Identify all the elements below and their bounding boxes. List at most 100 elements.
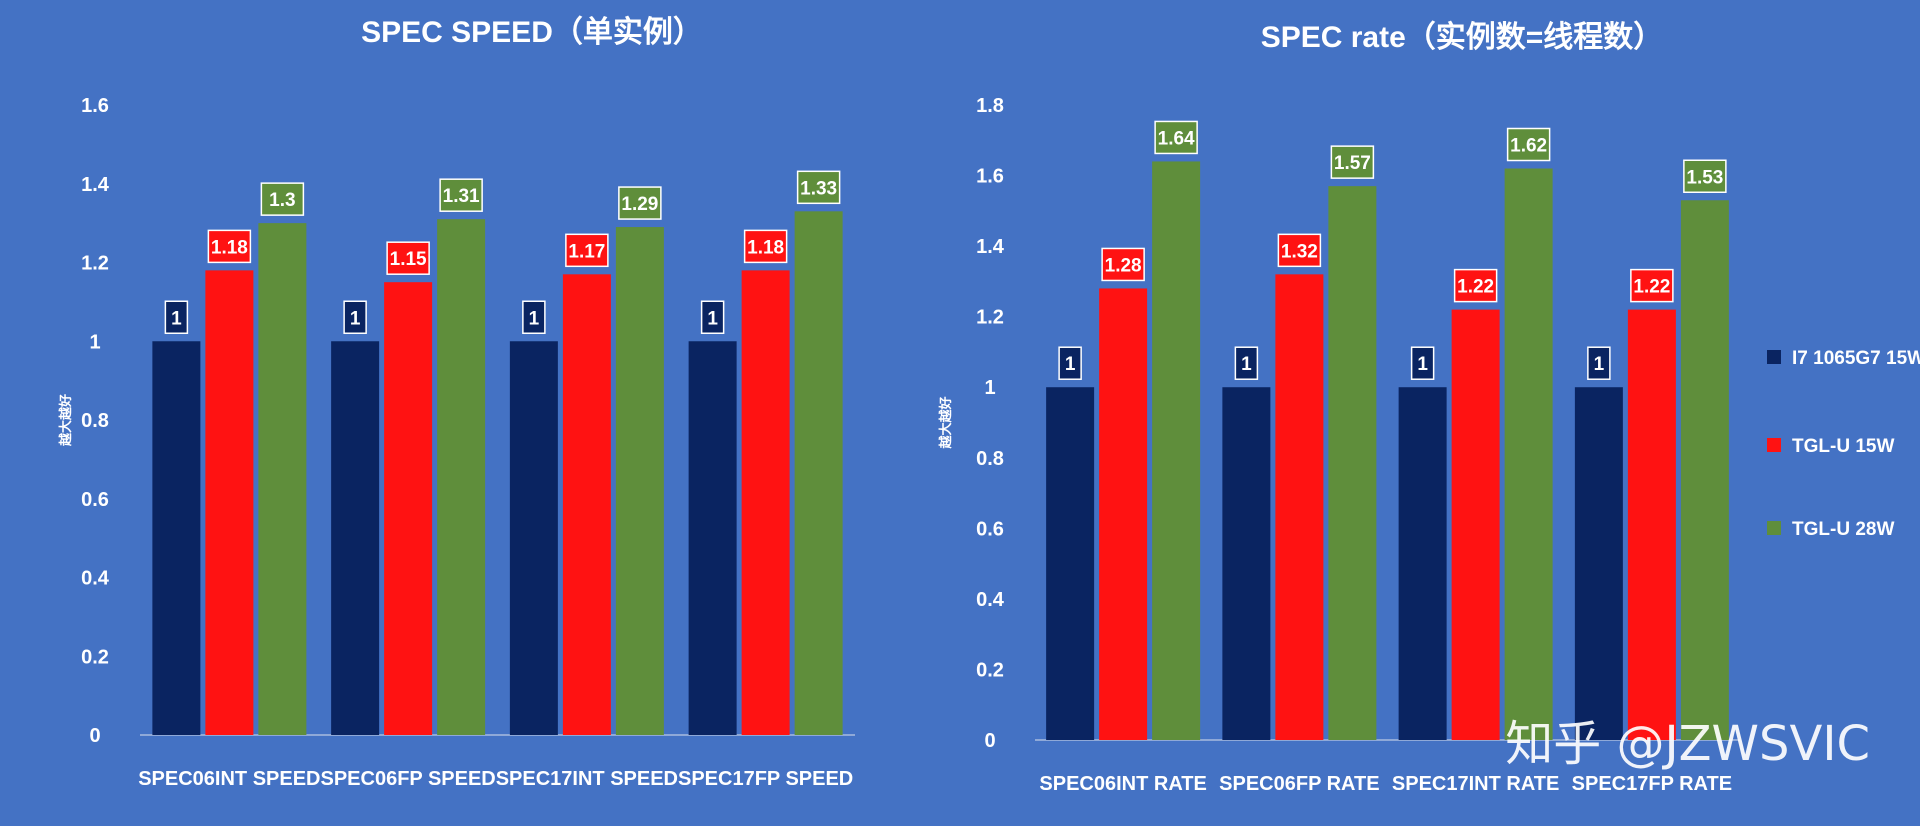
data-label: 1.18 bbox=[211, 237, 248, 258]
data-label-box bbox=[343, 300, 367, 334]
spec-speed-chart: SPEC SPEED（单实例） 越大越好 0 0.2 0.4 0.6 0.8 1 1.2 1.4 1… bbox=[58, 15, 855, 790]
x-category-label: SPEC17INT RATE bbox=[1392, 773, 1559, 795]
data-label: 1.3 bbox=[269, 190, 295, 211]
bar-spec17int-speed-tgl-u-28w bbox=[615, 227, 664, 735]
bar-spec17fp-rate-tgl-u-28w bbox=[1680, 200, 1729, 740]
data-label: 1.53 bbox=[1686, 167, 1723, 188]
data-label-box bbox=[1453, 268, 1498, 303]
bar-spec06fp-rate-i7-1065g7-15w bbox=[1222, 387, 1271, 740]
bar-spec06fp-rate-tgl-u-15w bbox=[1275, 274, 1324, 740]
data-label-box bbox=[1101, 247, 1145, 282]
data-label-box bbox=[700, 300, 725, 334]
data-label: 1.15 bbox=[390, 249, 427, 270]
data-label-box bbox=[522, 300, 546, 334]
data-label-box bbox=[1277, 233, 1322, 268]
data-label: 1.31 bbox=[443, 186, 480, 207]
y-tick-label: 0.6 bbox=[81, 489, 109, 511]
data-label: 1 bbox=[1065, 354, 1076, 375]
bar-spec17fp-rate-tgl-u-15w bbox=[1627, 309, 1676, 740]
data-label-box bbox=[1330, 145, 1375, 179]
bar-spec06int-speed-tgl-u-28w bbox=[258, 223, 307, 735]
data-label-box bbox=[1587, 346, 1611, 380]
chart-legend: I7 1065G7 15W TGL-U 15W TGL-U 28W bbox=[1767, 348, 1920, 540]
bar-spec17int-rate-tgl-u-28w bbox=[1504, 168, 1553, 740]
bar-spec06int-speed-tgl-u-15w bbox=[205, 270, 254, 735]
x-category-label: SPEC06FP RATE bbox=[1219, 773, 1379, 795]
bar-spec06int-rate-i7-1065g7-15w bbox=[1046, 387, 1095, 740]
bar-spec17fp-speed-i7-1065g7-15w bbox=[688, 341, 737, 735]
bar-spec06int-rate-tgl-u-28w bbox=[1152, 161, 1201, 740]
x-category-label: SPEC17FP RATE bbox=[1572, 773, 1732, 795]
legend-swatch bbox=[1767, 350, 1781, 364]
data-label-box bbox=[207, 229, 252, 264]
y-tick-label: 0.2 bbox=[976, 659, 1004, 681]
legend-label: TGL-U 15W bbox=[1792, 436, 1894, 457]
y-tick-label: 0 bbox=[984, 730, 995, 752]
bar-spec17fp-speed-tgl-u-15w bbox=[741, 270, 790, 735]
legend-label: I7 1065G7 15W bbox=[1792, 348, 1920, 369]
y-tick-label: 0.8 bbox=[81, 410, 109, 432]
data-label-box bbox=[1506, 127, 1551, 162]
bar-spec17int-rate-tgl-u-15w bbox=[1451, 309, 1500, 740]
y-axis-title: 越大越好 bbox=[938, 396, 953, 449]
data-label: 1.29 bbox=[621, 194, 658, 215]
y-axis-title: 越大越好 bbox=[58, 394, 73, 447]
bar-spec06int-speed-i7-1065g7-15w bbox=[152, 341, 201, 735]
data-label: 1.18 bbox=[747, 237, 784, 258]
bar-spec17int-speed-i7-1065g7-15w bbox=[509, 341, 558, 735]
y-tick-label: 1.4 bbox=[976, 236, 1005, 258]
data-label: 1 bbox=[350, 308, 361, 329]
y-tick-label: 1 bbox=[984, 377, 995, 399]
legend-label: TGL-U 28W bbox=[1792, 519, 1894, 540]
data-label: 1 bbox=[1594, 354, 1605, 375]
x-category-label: SPEC17INT SPEED bbox=[496, 768, 678, 790]
bar-spec17fp-speed-tgl-u-28w bbox=[794, 211, 843, 735]
watermark-text: 知乎 @JZWSVIC bbox=[1505, 716, 1870, 772]
data-label-box bbox=[1234, 346, 1259, 380]
bar-spec06fp-speed-i7-1065g7-15w bbox=[331, 341, 380, 735]
bar-spec17int-rate-i7-1065g7-15w bbox=[1398, 387, 1447, 740]
bar-spec06fp-speed-tgl-u-28w bbox=[437, 219, 486, 735]
data-label: 1.32 bbox=[1281, 241, 1318, 262]
x-category-label: SPEC06INT SPEED bbox=[138, 768, 320, 790]
chart-title: SPEC SPEED（单实例） bbox=[361, 15, 703, 49]
y-tick-label: 0.4 bbox=[81, 568, 110, 590]
data-label-box bbox=[565, 233, 609, 268]
data-label: 1 bbox=[707, 308, 718, 329]
data-label-box bbox=[618, 186, 662, 220]
data-label-box bbox=[1058, 346, 1082, 380]
y-tick-label: 0.2 bbox=[81, 646, 109, 668]
legend-swatch bbox=[1767, 521, 1781, 535]
data-label: 1.22 bbox=[1633, 277, 1670, 298]
x-category-label: SPEC17FP SPEED bbox=[678, 768, 853, 790]
bar-spec17fp-rate-i7-1065g7-15w bbox=[1574, 387, 1623, 740]
y-tick-label: 0.8 bbox=[976, 448, 1004, 470]
data-label-box bbox=[1154, 120, 1198, 155]
y-tick-label: 0 bbox=[89, 725, 100, 747]
data-label: 1.64 bbox=[1158, 128, 1195, 149]
data-label-box bbox=[386, 241, 430, 275]
x-category-label: SPEC06INT RATE bbox=[1039, 773, 1206, 795]
y-tick-label: 1.4 bbox=[81, 174, 110, 196]
data-label: 1.22 bbox=[1457, 277, 1494, 298]
data-label: 1.17 bbox=[568, 241, 605, 262]
data-label-box bbox=[439, 178, 483, 212]
x-category-label: SPEC06FP SPEED bbox=[320, 768, 495, 790]
data-label: 1 bbox=[529, 308, 540, 329]
data-label: 1.62 bbox=[1510, 136, 1547, 157]
data-label: 1 bbox=[171, 308, 182, 329]
data-label-box bbox=[1683, 159, 1727, 193]
bar-spec06fp-speed-tgl-u-15w bbox=[384, 282, 433, 735]
data-label-box bbox=[743, 229, 788, 264]
data-label: 1.28 bbox=[1105, 255, 1142, 276]
y-tick-label: 1.8 bbox=[976, 95, 1004, 117]
legend-swatch bbox=[1767, 438, 1781, 452]
data-label-box bbox=[260, 182, 305, 216]
data-label: 1.57 bbox=[1334, 153, 1371, 174]
y-tick-label: 1.2 bbox=[81, 253, 109, 275]
bar-spec06int-rate-tgl-u-15w bbox=[1099, 288, 1148, 740]
y-tick-label: 1 bbox=[89, 331, 100, 353]
y-tick-label: 1.6 bbox=[81, 95, 109, 117]
bar-spec06fp-rate-tgl-u-28w bbox=[1328, 186, 1377, 740]
